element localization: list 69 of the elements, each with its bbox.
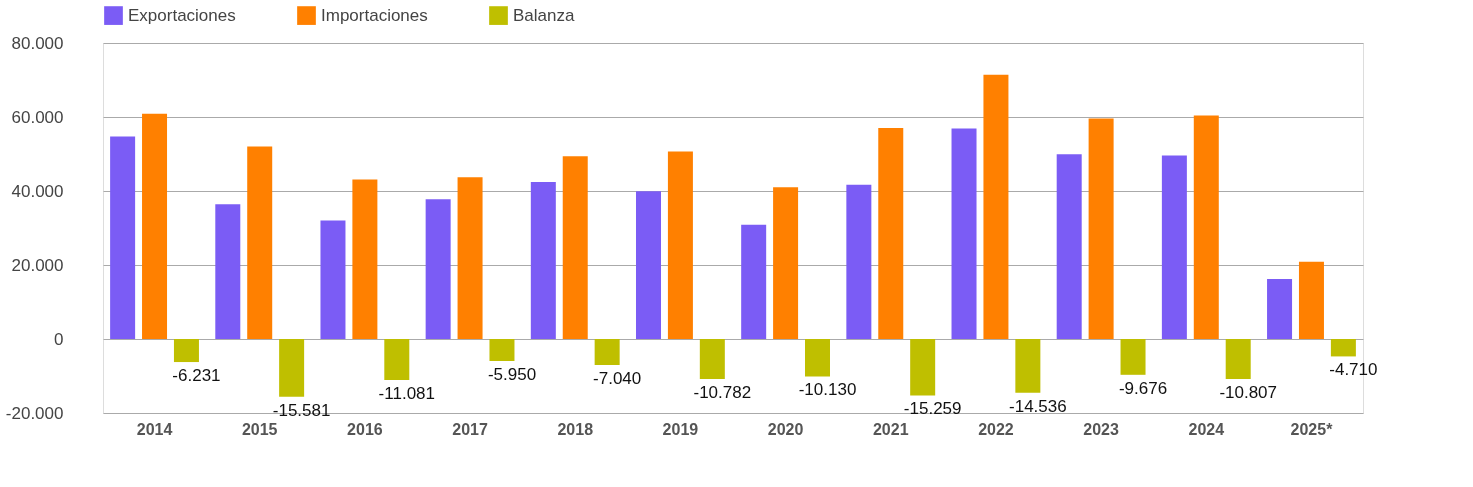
bar [247,146,273,339]
bar [741,224,767,339]
y-tick-label: 40.000 [11,181,64,201]
x-tick-label: 2018 [557,420,594,438]
data-label: -4.710 [1329,360,1378,380]
data-label: -9.676 [1118,378,1168,398]
data-label: -10.782 [693,382,752,402]
bar [320,220,346,339]
bar [142,113,168,339]
bar [173,339,199,363]
bar [1267,279,1293,339]
bar [594,339,620,366]
bar [773,187,799,339]
bar [878,128,904,339]
bar [805,339,830,377]
data-label: -10.807 [1219,382,1278,402]
legend-label: Balanza [513,5,575,25]
bar [110,136,136,339]
bar [489,339,515,362]
x-tick-label: 2023 [1083,420,1120,438]
bar [215,204,241,339]
x-tick-label: 2021 [872,420,909,438]
data-label: -5.950 [487,365,537,385]
bar [699,339,725,379]
data-label: -6.231 [172,366,221,386]
bar [1161,155,1187,339]
y-tick-label: 60.000 [11,107,64,127]
bar [636,191,661,339]
y-tick-label: 0 [54,329,64,349]
data-label: -15.581 [272,400,331,420]
legend-label: Importaciones [321,5,428,25]
legend-label: Exportaciones [128,5,236,25]
x-tick-label: 2020 [767,420,804,438]
bar [352,179,378,339]
x-tick-label: 2022 [978,420,1014,438]
x-tick-label: 2024 [1188,420,1225,438]
bar [951,128,977,339]
bar [1298,261,1324,339]
bar [562,156,588,339]
bar [530,182,556,339]
x-tick-label: 2019 [662,420,699,438]
bar [910,339,936,396]
bar [1193,115,1219,339]
x-tick-label: 2017 [452,420,488,438]
bar [983,74,1009,339]
y-tick-label: 80.000 [11,33,64,53]
bar [667,151,693,339]
x-tick-label: 2025* [1290,420,1334,438]
bar [279,339,305,397]
x-tick-label: 2014 [136,420,173,438]
x-tick-label: 2015 [241,420,278,438]
bar [1330,339,1356,357]
bar [1120,339,1146,375]
data-label: -10.130 [798,380,857,400]
y-tick-label: -20.000 [5,403,64,423]
data-label: -7.040 [593,369,642,389]
bar [1015,339,1041,393]
bar [1056,154,1082,339]
data-label: -11.081 [378,384,435,403]
data-label: -14.536 [1009,396,1067,416]
x-tick-label: 2016 [347,420,383,438]
bar [384,339,410,380]
bar [457,177,483,339]
data-label: -15.259 [903,399,962,419]
y-tick-label: 20.000 [11,255,64,275]
bar [425,199,451,339]
bar [1225,339,1251,379]
bar [846,184,872,339]
bar [1088,118,1114,339]
